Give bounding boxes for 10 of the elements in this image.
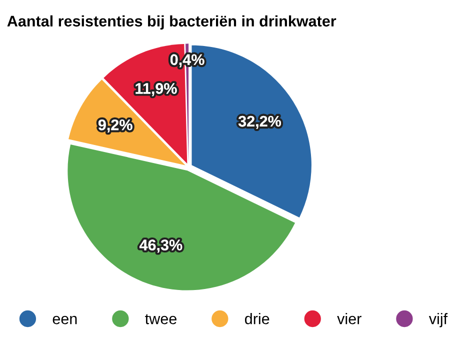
data-label: 11,9% [136, 83, 177, 96]
legend-label: een [52, 316, 77, 324]
legend-label: vijf [428, 313, 448, 328]
legend-label: drie [245, 313, 270, 324]
chart-title: Aantal resistenties bij bacteriën in drinkwater [7, 15, 336, 30]
legend-label: vier [337, 313, 362, 324]
data-label: 46,3% [139, 240, 182, 253]
data-label: 9,2% [98, 119, 132, 133]
data-label: 32,2% [238, 116, 281, 129]
legend-label: twee [145, 314, 176, 324]
